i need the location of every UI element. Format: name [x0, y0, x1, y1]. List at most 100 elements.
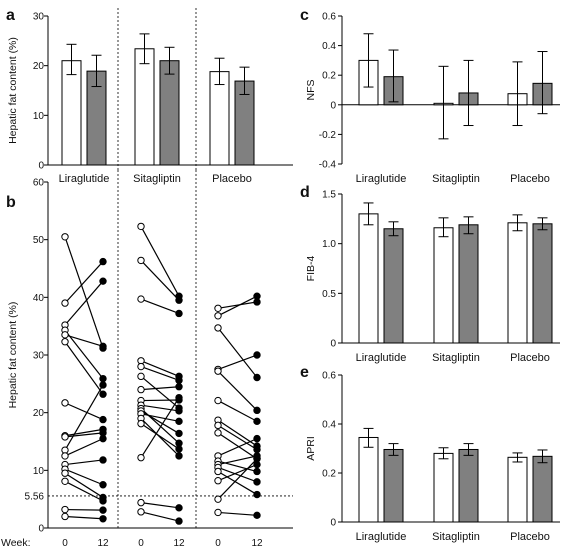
point-week0-placebo	[214, 429, 222, 437]
point-week12-liraglutide	[99, 342, 107, 351]
category-label-e: Placebo	[510, 531, 550, 543]
point-week12-sitagliptin	[175, 376, 183, 385]
reference-label: 5.56	[25, 491, 45, 502]
pair-line-sitagliptin	[140, 298, 180, 315]
y-tick-label-b: 50	[33, 235, 45, 246]
point-week12-sitagliptin	[175, 504, 183, 512]
pair-line-liraglutide	[64, 384, 104, 451]
point-week0-liraglutide	[61, 452, 69, 460]
category-label-e: Sitagliptin	[432, 531, 480, 543]
point-week12-placebo	[253, 351, 261, 359]
pair-line-sitagliptin	[140, 410, 180, 434]
point-week0-liraglutide	[61, 331, 69, 339]
y-tick-label-d: 1.5	[322, 190, 336, 201]
pair-line-liraglutide	[64, 459, 104, 466]
pair-line-placebo	[217, 432, 258, 460]
point-week0-sitagliptin	[137, 453, 145, 462]
pair-line-liraglutide	[64, 472, 104, 498]
point-week12-liraglutide	[99, 390, 107, 398]
y-tick-label-b: 30	[33, 351, 45, 362]
y-tick-label-e: 0	[330, 518, 336, 529]
pair-line-placebo	[217, 464, 258, 482]
y-tick-label-b: 20	[33, 408, 45, 419]
pair-line-liraglutide	[64, 428, 104, 437]
point-week12-placebo	[253, 434, 261, 443]
point-week12-liraglutide	[99, 506, 107, 514]
category-label-a: Sitagliptin	[133, 173, 181, 185]
pair-line-liraglutide	[64, 341, 104, 395]
point-week12-sitagliptin	[175, 383, 183, 391]
pair-line-liraglutide	[64, 438, 104, 457]
pair-line-liraglutide	[64, 432, 104, 438]
y-tick-label-a: 10	[33, 111, 45, 122]
chart-layer: 0 10 20 30 Hepatic fat content (%) Liraglutid…	[7, 8, 560, 548]
y-tick-label-c: 0.6	[322, 12, 336, 23]
x-tick-label-b: 12	[173, 538, 185, 548]
point-week0-liraglutide	[61, 338, 69, 346]
point-week12-placebo	[253, 490, 261, 499]
y-tick-label-d: 0.5	[322, 289, 336, 300]
pair-line-placebo	[217, 455, 258, 466]
point-week0-sitagliptin	[137, 385, 145, 394]
pair-line-liraglutide	[64, 515, 104, 520]
y-tick-label-c: -0.2	[319, 130, 337, 141]
point-week12-liraglutide	[99, 277, 107, 285]
pair-line-liraglutide	[64, 468, 104, 486]
pair-line-placebo	[217, 511, 258, 516]
point-week12-sitagliptin	[175, 309, 183, 318]
category-label-a: Liraglutide	[59, 173, 110, 185]
point-week12-placebo	[253, 511, 261, 520]
category-label-d: Liraglutide	[356, 352, 407, 364]
x-tick-label-b: 0	[62, 538, 68, 548]
panel-label-a: a	[6, 7, 15, 24]
bar-a-sitagliptin-week0	[134, 48, 155, 166]
pair-line-placebo	[217, 466, 258, 483]
bar-d-placebo-week0	[507, 222, 528, 344]
y-axis-label-a: Hepatic fat content (%)	[7, 37, 19, 144]
point-week12-placebo	[253, 373, 261, 382]
bar-d-liraglutide-week0	[358, 213, 379, 344]
point-week0-placebo	[214, 367, 222, 375]
point-week12-liraglutide	[99, 434, 107, 443]
point-week12-liraglutide	[99, 497, 107, 505]
panel-label-d: d	[300, 184, 310, 201]
point-week0-placebo	[214, 304, 222, 312]
point-week0-placebo	[214, 421, 222, 430]
pair-line-sitagliptin	[140, 386, 180, 391]
bar-e-liraglutide-week12	[383, 448, 404, 523]
bar-a-liraglutide-week0	[61, 60, 82, 166]
pair-line-placebo	[217, 327, 258, 378]
point-week0-liraglutide	[61, 433, 69, 441]
y-tick-label-c: -0.4	[319, 160, 337, 171]
point-week0-placebo	[214, 495, 222, 503]
pair-line-liraglutide	[64, 280, 104, 326]
bar-e-liraglutide-week0	[358, 436, 379, 523]
point-week0-liraglutide	[61, 505, 69, 514]
y-tick-label-c: 0.4	[322, 41, 336, 52]
point-week12-sitagliptin	[175, 445, 183, 453]
y-tick-label-b: 10	[33, 466, 45, 477]
pair-line-sitagliptin	[140, 399, 180, 402]
point-week0-liraglutide	[61, 469, 69, 477]
bar-d-placebo-week12	[532, 223, 553, 344]
bar-a-sitagliptin-week12	[159, 60, 180, 166]
bar-a-placebo-week0	[209, 71, 230, 166]
pair-line-sitagliptin	[140, 397, 180, 458]
bar-d-sitagliptin-week0	[433, 227, 454, 344]
y-tick-label-b: 40	[33, 293, 45, 304]
pair-line-placebo	[217, 354, 258, 370]
point-week12-placebo	[253, 417, 261, 426]
point-week0-sitagliptin	[137, 362, 145, 371]
week-label: Week:	[1, 537, 31, 548]
pair-line-sitagliptin	[140, 375, 180, 409]
y-tick-label-c: 0	[330, 100, 336, 111]
pair-line-liraglutide	[64, 329, 104, 380]
point-week12-liraglutide	[99, 481, 107, 489]
bar-d-liraglutide-week12	[383, 228, 404, 344]
x-tick-label-b: 12	[251, 538, 263, 548]
y-tick-label-e: 0.6	[322, 371, 336, 382]
pair-line-liraglutide	[64, 508, 104, 511]
bar-e-sitagliptin-week0	[433, 452, 454, 523]
x-tick-label-b: 12	[97, 538, 109, 548]
